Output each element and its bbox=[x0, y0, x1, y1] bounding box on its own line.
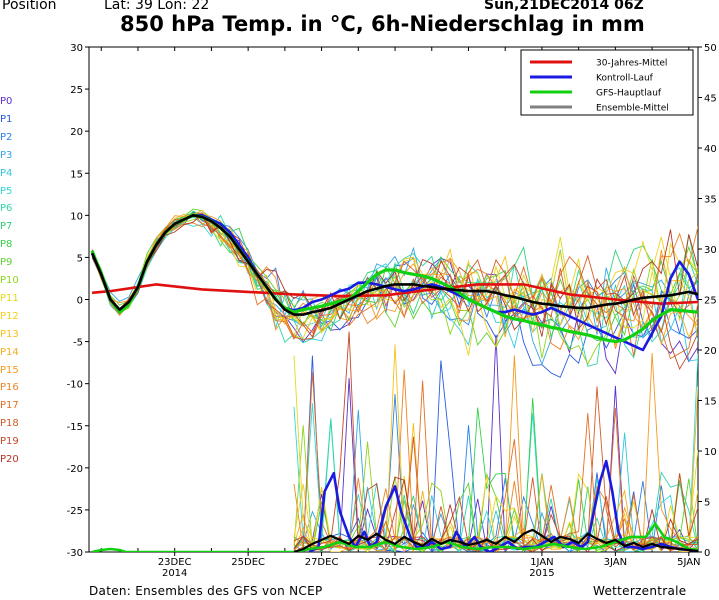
member-label-p16: P16 bbox=[0, 382, 19, 394]
x-tick-label: 1JAN bbox=[530, 557, 553, 568]
y-tick-label: -20 bbox=[67, 464, 83, 475]
member-label-p9: P9 bbox=[0, 257, 13, 269]
y-tick-label: -25 bbox=[67, 506, 83, 517]
x-tick-label: 3JAN bbox=[604, 557, 627, 568]
member-temp-line bbox=[91, 221, 698, 351]
member-label-p13: P13 bbox=[0, 328, 19, 340]
y2-tick-label: 5 bbox=[704, 498, 710, 509]
member-label-p2: P2 bbox=[0, 131, 13, 143]
chart-legend: 30-Jahres-Mittel Kontroll-Lauf GFS-Hauptla… bbox=[520, 49, 694, 116]
y2-tick-label: 35 bbox=[704, 195, 717, 206]
legend-label: 30-Jahres-Mittel bbox=[596, 59, 667, 69]
data-source-note: Daten: Ensembles des GFS von NCEP bbox=[89, 584, 323, 598]
y2-tick-label: 40 bbox=[704, 144, 717, 155]
y2-tick-label: 0 bbox=[704, 548, 710, 559]
member-precip-line bbox=[293, 409, 698, 552]
member-label-p8: P8 bbox=[0, 239, 13, 251]
member-label-p17: P17 bbox=[0, 400, 19, 412]
brand-label: Wetterzentrale bbox=[593, 584, 687, 598]
y2-tick-label: 50 bbox=[704, 43, 717, 54]
position-label: Position bbox=[2, 0, 57, 13]
y2-tick-label: 30 bbox=[704, 245, 717, 256]
y2-tick-label: 45 bbox=[704, 94, 717, 105]
y-tick-label: -5 bbox=[73, 338, 83, 349]
highlight-series-lines bbox=[90, 213, 698, 552]
member-temp-line bbox=[91, 217, 698, 365]
member-label-p7: P7 bbox=[0, 221, 13, 233]
mean-precip-line bbox=[293, 528, 698, 552]
x-tick-label: 23DEC bbox=[158, 557, 192, 568]
y-axis-precipitation: 0 5 10 15 20 25 30 35 40 45 50 bbox=[698, 43, 717, 559]
x-tick-label: 27DEC bbox=[305, 557, 339, 568]
mean-temp-line bbox=[90, 214, 698, 316]
y2-tick-label: 15 bbox=[704, 397, 717, 408]
y-tick-label: 20 bbox=[70, 127, 83, 138]
y-tick-label: -10 bbox=[67, 380, 83, 391]
member-label-p3: P3 bbox=[0, 149, 13, 161]
member-label-p18: P18 bbox=[0, 418, 19, 430]
y-axis-temperature: -30 -25 -20 -15 -10 -5 0 5 10 15 20 25 30 bbox=[67, 43, 89, 559]
y-tick-label: 0 bbox=[77, 296, 83, 307]
lat-lon-label: Lat: 39 Lon: 22 bbox=[104, 0, 210, 13]
member-label-p0: P0 bbox=[0, 96, 13, 107]
y-tick-label: 5 bbox=[77, 253, 83, 264]
plot-area bbox=[88, 46, 699, 553]
y-tick-label: -30 bbox=[67, 548, 83, 559]
member-label-p1: P1 bbox=[0, 113, 13, 125]
member-temp-line bbox=[91, 214, 698, 367]
y2-tick-label: 25 bbox=[704, 296, 717, 307]
y-tick-label: 15 bbox=[70, 169, 83, 180]
y-tick-label: 30 bbox=[70, 43, 83, 54]
climate-temp-line bbox=[91, 283, 698, 306]
x-tick-year-label: 2015 bbox=[529, 568, 554, 579]
chart-title: 850 hPa Temp. in °C, 6h-Niederschlag in … bbox=[120, 12, 645, 36]
member-precip-line bbox=[293, 420, 698, 552]
member-label-p14: P14 bbox=[0, 346, 19, 358]
member-temp-line bbox=[91, 213, 698, 337]
y-tick-label: 25 bbox=[70, 85, 83, 96]
member-precip-line bbox=[293, 369, 698, 552]
member-label-p19: P19 bbox=[0, 436, 19, 448]
member-label-p6: P6 bbox=[0, 203, 13, 215]
member-temp-line bbox=[91, 210, 698, 328]
y2-tick-label: 10 bbox=[704, 447, 717, 458]
member-label-p20: P20 bbox=[0, 454, 19, 465]
y-tick-label: 10 bbox=[70, 211, 83, 222]
y2-tick-label: 20 bbox=[704, 346, 717, 357]
x-tick-year-label: 2014 bbox=[162, 568, 187, 579]
member-label-p12: P12 bbox=[0, 310, 19, 322]
member-label-p4: P4 bbox=[0, 167, 13, 179]
run-date-label: Sun,21DEC2014 06Z bbox=[484, 0, 644, 13]
x-tick-label: 29DEC bbox=[378, 557, 412, 568]
x-tick-label: 25DEC bbox=[231, 557, 265, 568]
y-tick-label: -15 bbox=[67, 422, 83, 433]
member-label-p11: P11 bbox=[0, 292, 19, 304]
legend-label: GFS-Hauptlauf bbox=[596, 89, 662, 99]
legend-label: Kontroll-Lauf bbox=[596, 74, 654, 84]
member-label-p15: P15 bbox=[0, 364, 19, 376]
member-label-p5: P5 bbox=[0, 185, 13, 197]
legend-label: Ensemble-Mittel bbox=[596, 104, 669, 114]
x-tick-label: 5JAN bbox=[677, 557, 700, 568]
member-label-p10: P10 bbox=[0, 275, 19, 286]
